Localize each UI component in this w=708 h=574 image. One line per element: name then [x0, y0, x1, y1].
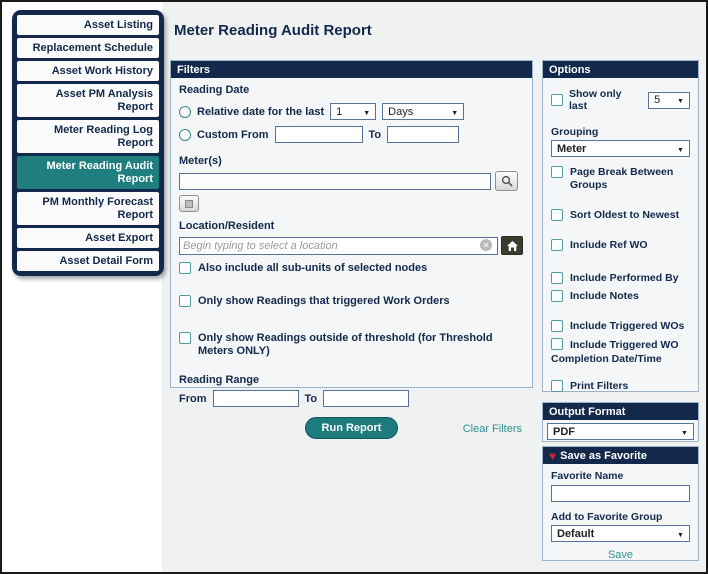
output-format-panel: Output Format PDF — [542, 402, 699, 442]
save-as-favorite-title: Save as Favorite — [560, 449, 647, 462]
triggered-work-orders-label: Only show Readings that triggered Work O… — [198, 295, 450, 307]
sort-oldest-checkbox[interactable] — [551, 209, 563, 221]
include-notes-checkbox[interactable] — [551, 290, 563, 302]
grouping-value: Meter — [557, 142, 587, 155]
dropdown-caret-icon — [674, 143, 687, 155]
page-break-label: Page Break Between Groups — [570, 166, 674, 191]
sidebar-item-asset-work-history[interactable]: Asset Work History — [17, 61, 159, 81]
relative-date-radio[interactable] — [179, 105, 191, 118]
include-notes-label: Include Notes — [570, 290, 639, 302]
location-home-button[interactable] — [501, 236, 523, 255]
show-only-last-checkbox[interactable] — [551, 94, 563, 106]
report-sidebar: Asset Listing Replacement Schedule Asset… — [12, 10, 164, 276]
home-icon — [506, 240, 518, 251]
reading-range-label: Reading Range — [179, 374, 260, 386]
favorite-name-input[interactable] — [551, 485, 690, 502]
custom-to-label: To — [368, 128, 382, 141]
filters-panel-header: Filters — [171, 61, 532, 78]
save-favorite-link[interactable]: Save — [607, 549, 634, 561]
dropdown-caret-icon — [674, 94, 687, 106]
sort-oldest-label: Sort Oldest to Newest — [570, 209, 680, 221]
meters-label: Meter(s) — [179, 155, 222, 167]
range-to-label: To — [304, 392, 318, 405]
clear-meter-selection-button[interactable] — [179, 195, 199, 212]
include-subunits-label: Also include all sub-units of selected n… — [198, 262, 428, 274]
sidebar-item-meter-reading-audit-report[interactable]: Meter Reading Audit Report — [17, 156, 159, 189]
output-format-value: PDF — [553, 425, 575, 438]
favorite-group-value: Default — [557, 527, 595, 540]
clear-filters-link[interactable]: Clear Filters — [462, 423, 522, 435]
sidebar-item-asset-pm-analysis-report[interactable]: Asset PM Analysis Report — [17, 84, 159, 117]
dropdown-caret-icon — [360, 106, 373, 118]
print-filters-label: Print Filters — [570, 380, 629, 392]
sidebar-item-asset-listing[interactable]: Asset Listing — [17, 15, 159, 35]
save-as-favorite-panel: ♥ Save as Favorite Favorite Name Add to … — [542, 446, 699, 561]
custom-to-input[interactable] — [387, 126, 460, 143]
range-to-input[interactable] — [323, 390, 410, 407]
options-panel: Options Show only last 5 Grouping Meter … — [542, 60, 699, 436]
relative-count-value: 1 — [336, 105, 343, 118]
show-only-last-select[interactable]: 5 — [648, 91, 690, 109]
custom-date-radio[interactable] — [179, 128, 191, 141]
grouping-label: Grouping — [551, 126, 599, 138]
location-input[interactable] — [179, 236, 498, 255]
search-icon — [501, 175, 513, 187]
print-filters-checkbox[interactable] — [551, 380, 563, 392]
include-performed-by-checkbox[interactable] — [551, 272, 563, 284]
meter-search-button[interactable] — [495, 171, 518, 191]
favorite-name-label: Favorite Name — [551, 470, 624, 482]
grouping-select[interactable]: Meter — [551, 140, 690, 157]
include-ref-wo-checkbox[interactable] — [551, 239, 563, 251]
custom-from-input[interactable] — [274, 126, 363, 143]
save-as-favorite-header: ♥ Save as Favorite — [543, 447, 698, 464]
dropdown-caret-icon — [674, 528, 687, 540]
heart-icon: ♥ — [549, 448, 557, 463]
include-triggered-wos-checkbox[interactable] — [551, 320, 563, 332]
page-title: Meter Reading Audit Report — [174, 22, 372, 39]
include-triggered-wo-completion-label: Include Triggered WO Completion Date/Tim… — [551, 339, 679, 365]
show-only-last-label: Show only last — [569, 88, 622, 112]
favorite-group-label: Add to Favorite Group — [551, 511, 663, 523]
include-triggered-wo-completion-checkbox[interactable] — [551, 338, 563, 350]
options-panel-header: Options — [543, 61, 698, 78]
page-break-checkbox[interactable] — [551, 166, 563, 178]
dropdown-caret-icon — [448, 106, 461, 118]
show-only-last-value: 5 — [654, 94, 661, 106]
reading-date-label: Reading Date — [179, 84, 250, 96]
output-format-select[interactable]: PDF — [547, 423, 694, 440]
custom-from-label: Custom From — [197, 128, 269, 141]
include-triggered-wos-label: Include Triggered WOs — [570, 320, 685, 332]
deselect-icon — [185, 199, 193, 208]
sidebar-item-asset-detail-form[interactable]: Asset Detail Form — [17, 251, 159, 271]
include-performed-by-label: Include Performed By — [570, 272, 679, 284]
outside-threshold-label: Only show Readings outside of threshold … — [198, 332, 493, 357]
location-label: Location/Resident — [179, 220, 275, 232]
sidebar-item-replacement-schedule[interactable]: Replacement Schedule — [17, 38, 159, 58]
sidebar-item-meter-reading-log-report[interactable]: Meter Reading Log Report — [17, 120, 159, 153]
filters-panel: Filters Reading Date Relative date for t… — [170, 60, 533, 439]
output-format-header: Output Format — [543, 403, 698, 420]
relative-unit-select[interactable]: Days — [382, 103, 465, 120]
range-from-input[interactable] — [212, 390, 299, 407]
triggered-work-orders-checkbox[interactable] — [179, 295, 191, 307]
outside-threshold-checkbox[interactable] — [179, 332, 191, 344]
relative-count-select[interactable]: 1 — [330, 103, 377, 120]
meters-input[interactable] — [179, 172, 491, 190]
relative-date-label: Relative date for the last — [197, 105, 325, 118]
include-ref-wo-label: Include Ref WO — [570, 239, 648, 251]
dropdown-caret-icon — [678, 426, 691, 438]
sidebar-item-pm-monthly-forecast-report[interactable]: PM Monthly Forecast Report — [17, 192, 159, 225]
favorite-group-select[interactable]: Default — [551, 525, 690, 542]
clear-location-icon[interactable]: ✕ — [480, 239, 492, 251]
run-report-button[interactable]: Run Report — [304, 417, 399, 439]
range-from-label: From — [179, 392, 207, 405]
include-subunits-checkbox[interactable] — [179, 262, 191, 274]
sidebar-item-asset-export[interactable]: Asset Export — [17, 228, 159, 248]
relative-unit-value: Days — [388, 105, 414, 118]
